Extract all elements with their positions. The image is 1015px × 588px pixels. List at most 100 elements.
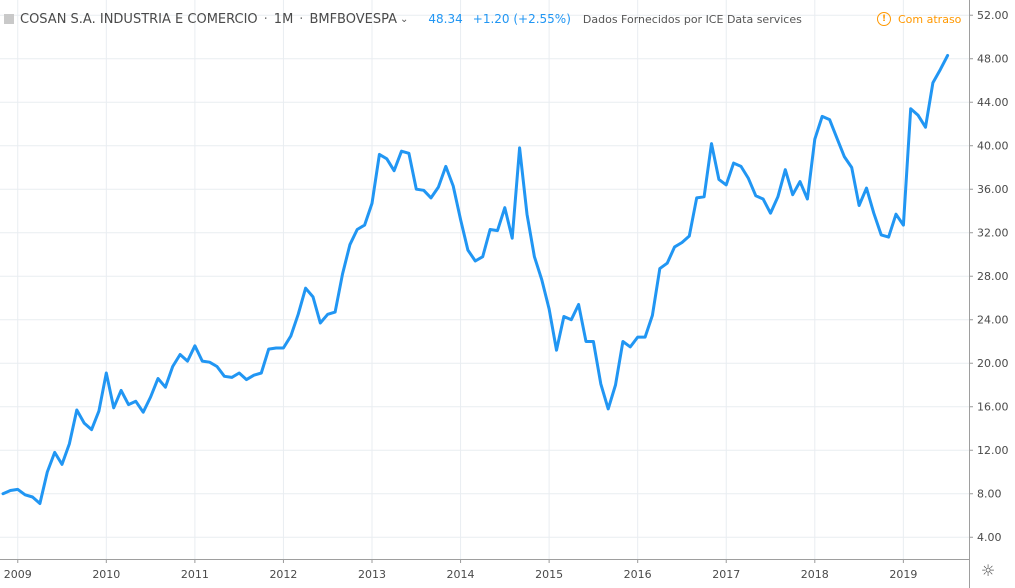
data-point	[179, 353, 182, 356]
data-provider: Dados Fornecidos por ICE Data services	[582, 12, 802, 26]
data-point	[902, 224, 905, 227]
last-price: 48.34	[428, 12, 463, 26]
data-point	[105, 372, 108, 375]
price-axis[interactable]: 4.00 8.00 12.00 16.00 20.00 24.00 28.00 32.00 36…	[969, 0, 1009, 588]
data-point	[887, 236, 890, 239]
data-point	[61, 463, 64, 466]
x-tick-label: 2010	[92, 568, 120, 581]
data-point	[9, 489, 12, 492]
data-point	[681, 241, 684, 244]
data-point	[762, 198, 765, 201]
data-point	[754, 194, 757, 197]
x-tick-label: 2009	[4, 568, 32, 581]
y-tick-label: 36.00	[977, 183, 1009, 196]
data-point	[931, 81, 934, 84]
data-point	[481, 255, 484, 258]
data-point	[193, 344, 196, 347]
data-point	[865, 187, 868, 190]
gear-icon[interactable]: ☼	[980, 561, 996, 580]
data-point	[917, 114, 920, 117]
x-tick-label: 2018	[801, 568, 829, 581]
data-point	[97, 410, 100, 413]
data-point	[120, 389, 123, 392]
y-tick-label: 24.00	[977, 314, 1009, 327]
data-point	[2, 492, 5, 495]
data-point	[90, 428, 93, 431]
x-tick-label: 2011	[181, 568, 209, 581]
data-point	[740, 165, 743, 168]
data-point	[356, 228, 359, 231]
data-point	[275, 347, 278, 350]
data-point	[895, 213, 898, 216]
x-tick-label: 2014	[447, 568, 475, 581]
chart-grid	[0, 0, 969, 559]
time-axis[interactable]: 2009 2010 2011 2012 2013 2014 2015 2016 2017 2018…	[0, 559, 969, 581]
data-point	[703, 195, 706, 198]
data-point	[747, 177, 750, 180]
data-point	[562, 315, 565, 318]
data-point	[548, 307, 551, 310]
x-tick-label: 2016	[624, 568, 652, 581]
data-point	[599, 382, 602, 385]
data-point	[260, 372, 263, 375]
data-point	[371, 202, 374, 205]
y-tick-label: 44.00	[977, 96, 1009, 109]
delay-label: Com atraso	[898, 12, 962, 26]
data-point	[607, 407, 610, 410]
data-point	[75, 409, 78, 412]
data-point	[201, 360, 204, 363]
chart-legend: COSAN S.A. INDUSTRIA E COMERCIO · 1M · B…	[4, 8, 802, 30]
data-point	[363, 224, 366, 227]
price-series[interactable]	[1, 54, 950, 505]
data-point	[348, 243, 351, 246]
data-point	[725, 183, 728, 186]
data-point	[688, 235, 691, 238]
data-point	[526, 213, 529, 216]
data-point	[459, 218, 462, 221]
data-point	[939, 68, 942, 71]
y-tick-label: 16.00	[977, 401, 1009, 414]
y-tick-label: 40.00	[977, 140, 1009, 153]
data-point	[444, 165, 447, 168]
data-point	[171, 365, 174, 368]
data-point	[813, 138, 816, 141]
data-point	[216, 365, 219, 368]
data-point	[46, 471, 49, 474]
interval-label[interactable]: 1M	[273, 11, 294, 27]
data-point	[555, 349, 558, 352]
data-point	[872, 212, 875, 215]
data-point	[533, 255, 536, 258]
data-point	[518, 146, 521, 149]
data-point	[53, 451, 56, 454]
data-point	[791, 193, 794, 196]
data-point	[112, 406, 115, 409]
data-point	[31, 496, 34, 499]
data-point	[658, 267, 661, 270]
data-point	[164, 386, 167, 389]
data-point	[452, 185, 455, 188]
chevron-down-icon[interactable]: ⌄	[400, 13, 409, 25]
data-point	[644, 336, 647, 339]
data-point	[621, 340, 624, 343]
data-point	[16, 488, 19, 491]
x-tick-label: 2017	[712, 568, 740, 581]
data-point	[769, 212, 772, 215]
data-point	[474, 260, 477, 263]
data-point	[843, 155, 846, 158]
price-line[interactable]	[1, 54, 950, 505]
data-point	[415, 188, 418, 191]
data-point	[142, 411, 145, 414]
data-point	[585, 340, 588, 343]
delay-badge[interactable]: ! Com atraso	[877, 10, 961, 28]
x-tick-label: 2012	[269, 568, 297, 581]
symbol-name[interactable]: COSAN S.A. INDUSTRIA E COMERCIO	[20, 11, 258, 27]
data-point	[858, 204, 861, 207]
data-point	[223, 375, 226, 378]
data-point	[666, 262, 669, 265]
data-point	[946, 54, 949, 57]
data-point	[186, 360, 189, 363]
exchange-label[interactable]: BMFBOVESPA	[309, 11, 398, 27]
data-point	[577, 303, 580, 306]
data-point	[924, 126, 927, 129]
